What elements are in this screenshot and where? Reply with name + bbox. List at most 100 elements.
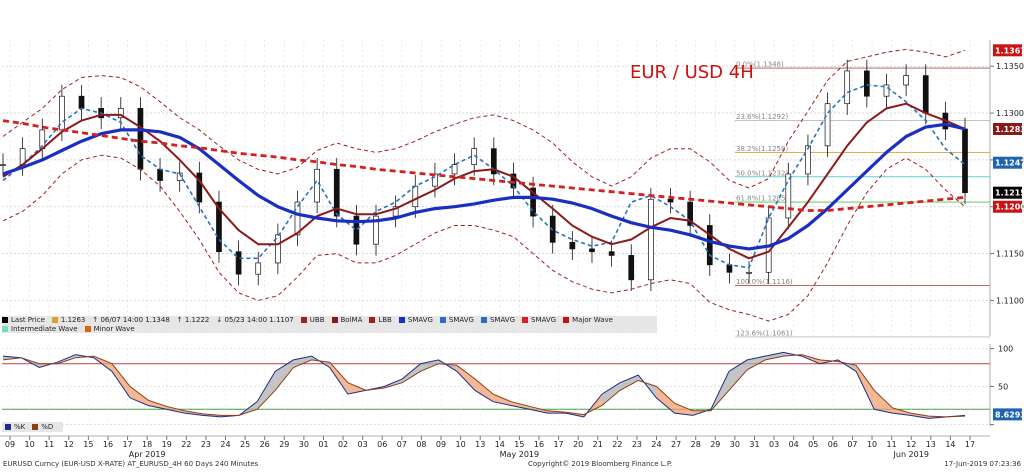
x-tick-label: 13 (926, 440, 936, 449)
candle-body (275, 234, 281, 264)
candle-body (78, 95, 85, 109)
fib-label: 23.6%(1.1292) (736, 113, 788, 121)
legend-label: SMAVG (531, 316, 557, 325)
x-tick-label: 29 (710, 440, 720, 449)
candle-body (117, 108, 124, 119)
fib-label: 38.2%(1.1258) (736, 145, 788, 153)
candle-body (726, 264, 733, 273)
legend-swatch (331, 317, 338, 324)
x-tick-label: 12 (64, 440, 74, 449)
x-tick-label: 15 (514, 440, 524, 449)
candle-body (589, 248, 595, 253)
candle-body (903, 75, 909, 86)
candle-body (412, 185, 419, 208)
x-tick-label: 17 (122, 440, 132, 449)
y-tick-label: 1.1350 (996, 62, 1024, 71)
oscillator-lines (2, 351, 966, 419)
oscillator-fill (347, 382, 366, 395)
x-tick-label: 06 (828, 440, 838, 449)
legend: Last Price 1.1263 ↑ 06/07 14:00 1.1348 ↑ 1.… (2, 316, 657, 333)
oscillator-line (2, 354, 966, 418)
x-tick-label: 02 (338, 440, 348, 449)
legend-label: Minor Wave (93, 324, 135, 333)
x-tick-label: 12 (906, 440, 916, 449)
oscillator-fill (910, 413, 929, 419)
oscillator-fill (275, 359, 294, 391)
price-tag (993, 156, 1022, 169)
x-tick-label: 10 (24, 440, 34, 449)
legend-item: 1.1263 (51, 316, 85, 324)
x-tick-label: 07 (847, 440, 857, 449)
legend-swatch (2, 325, 8, 332)
legend-label: SMAVG (448, 316, 474, 325)
x-tick-label: 04 (789, 440, 799, 449)
oscillator-legend: %K %D (2, 422, 64, 432)
legend-label: ↓ 05/23 14:00 1.1107 (216, 316, 294, 325)
legend-item: ↑ 06/07 14:00 1.1348 (92, 316, 169, 324)
x-tick-label: 30 (730, 440, 740, 449)
legend-label: LBB (378, 316, 392, 325)
candle-body (746, 271, 752, 274)
legend-label: %D (41, 423, 54, 431)
candle-body (255, 262, 262, 275)
candle-body (157, 168, 163, 181)
x-tick-label: 30 (299, 440, 309, 449)
legend-swatch (480, 317, 487, 324)
x-tick-label: 09 (436, 440, 446, 449)
legend-label: Intermediate Wave (11, 324, 78, 333)
legend-label: SMAVG (407, 316, 433, 325)
x-tick-label: 23 (201, 440, 211, 449)
x-axis: 09 10 11 12 15 16 17 18 19 22 23 24 25 26 29 30 01 02 03 06… (0, 435, 990, 459)
oscillator-fill (329, 362, 348, 395)
oscillator-line (2, 351, 966, 419)
oscillator-fill (420, 359, 439, 372)
candle-body (314, 168, 320, 203)
legend-swatch (439, 317, 446, 324)
footer-source: EURUSD Curncy (EUR-USD X-RATE) AT_EURUSD… (3, 460, 259, 468)
x-tick-label: 17 (553, 440, 563, 449)
x-tick-label: 15 (83, 440, 93, 449)
price-tag (993, 44, 1022, 57)
candle-body (667, 198, 674, 203)
legend-item: SMAVG (480, 316, 516, 325)
oscillator-fill (166, 406, 185, 414)
oscillator-legend-item: %K (5, 423, 25, 431)
oscillator-fill (602, 382, 621, 406)
x-tick-label: 05 (808, 440, 818, 449)
oscillator-fill (765, 352, 784, 360)
legend-swatch (32, 424, 39, 430)
candle-body (490, 148, 497, 175)
candle-body (824, 103, 831, 147)
x-tick-label: 14 (945, 440, 955, 449)
price-tag-label: 1.1200 (995, 203, 1024, 212)
oscillator-fill (111, 363, 131, 398)
candle-body (530, 187, 536, 217)
oscillator-legend-item: %D (32, 423, 53, 431)
legend-item: Intermediate Wave (2, 325, 78, 333)
x-month-label: Jun 2019 (893, 450, 929, 459)
fib-label: 50.0%(1.1232) (736, 169, 788, 177)
legend-swatch (300, 317, 307, 324)
oscillator-y-tick-label: 50 (998, 383, 1008, 392)
price-tags: 1.1367 1.1283 1.1247 1.1215 1.1200 (993, 44, 1024, 213)
chart-title: EUR / USD 4H (630, 62, 754, 83)
legend-item: SMAVG (398, 316, 433, 325)
candle-body (176, 172, 183, 181)
oscillator-fill (529, 406, 548, 414)
series-line-slow (2, 122, 966, 251)
price-tag (993, 122, 1022, 135)
price-tag (993, 200, 1022, 213)
y-tick-label: 1.1150 (996, 250, 1024, 259)
legend-swatch (522, 317, 529, 324)
candle-body (0, 164, 6, 166)
candle-body (451, 164, 458, 175)
oscillator-value-label: 8.6293 (995, 410, 1024, 419)
x-tick-label: 18 (142, 440, 152, 449)
x-tick-label: 22 (181, 440, 191, 449)
oscillator-plot-area (0, 344, 990, 426)
candle-body (785, 173, 792, 219)
y-tick-label: 1.1300 (996, 109, 1024, 118)
legend-label: Last Price (11, 316, 45, 325)
legend-label: SMAVG (489, 316, 516, 325)
